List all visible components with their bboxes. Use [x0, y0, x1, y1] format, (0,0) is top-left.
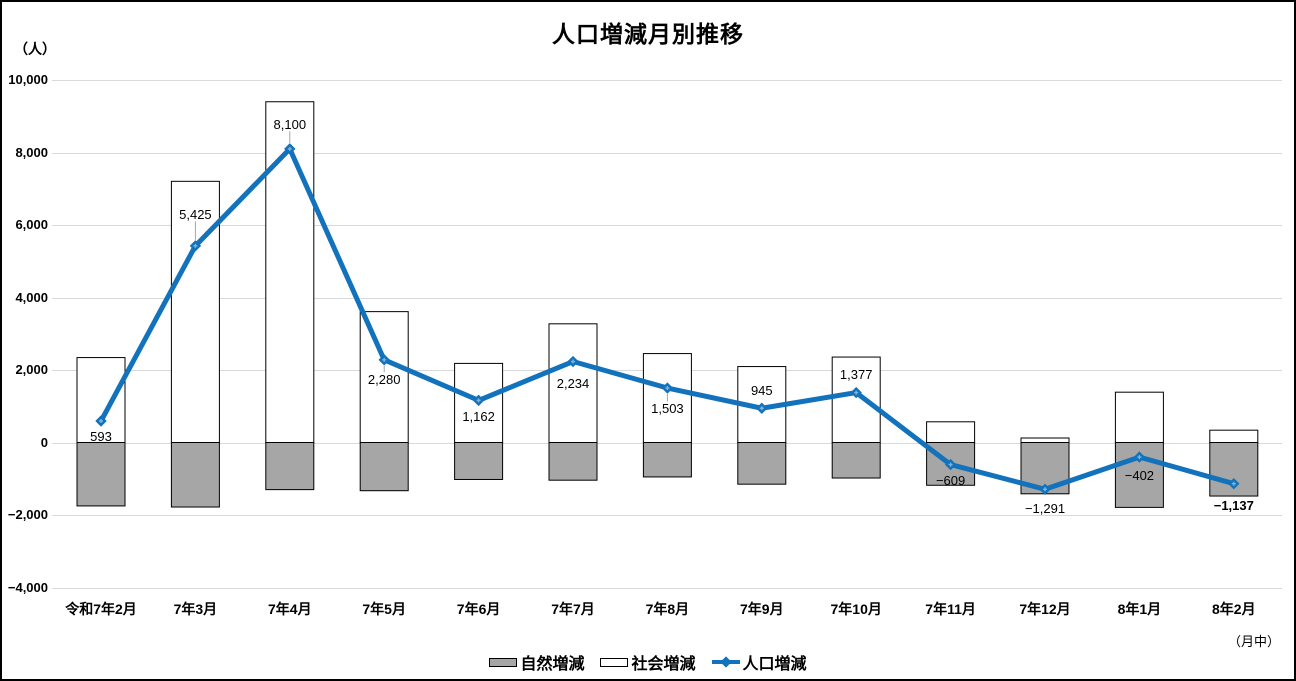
legend-line-marker-icon [711, 656, 740, 669]
x-axis-label: 7年4月 [268, 601, 312, 617]
legend-diamond-icon [719, 656, 732, 668]
bar-natural-change [737, 442, 787, 485]
data-label: 8,100 [273, 116, 307, 132]
bar-natural-change [831, 442, 881, 479]
data-label: 1,162 [462, 409, 495, 425]
legend-swatch-natural [489, 657, 518, 667]
data-label: 593 [90, 429, 112, 444]
line-marker-cross-icon [476, 398, 481, 403]
bar-natural-change [76, 442, 126, 507]
y-axis-tick-label: 10,000 [8, 72, 48, 87]
data-label: 2,234 [556, 375, 590, 391]
gridline [52, 80, 1282, 81]
line-marker-cross-icon [948, 462, 953, 467]
bar-natural-change [548, 442, 598, 481]
x-axis-note: （月中） [1227, 634, 1280, 649]
legend-item-natural: 自然増減 [489, 650, 584, 674]
bar-social-change [548, 323, 598, 444]
y-axis-tick-label: −4,000 [7, 579, 48, 595]
line-marker-cross-icon [1231, 481, 1236, 486]
line-marker-cross-icon [287, 146, 292, 151]
data-label: −609 [935, 472, 966, 488]
legend-item-social: 社会増減 [600, 650, 696, 674]
y-axis-tick-label: 2,000 [15, 362, 48, 377]
bar-social-change [1209, 429, 1259, 443]
gridline [52, 297, 1282, 299]
bar-social-change [1114, 391, 1164, 443]
x-axis-label: 7年3月 [173, 601, 218, 617]
bar-social-change [359, 311, 409, 444]
line-marker-cross-icon [1137, 455, 1142, 460]
line-marker-cross-icon [193, 243, 198, 248]
data-label: 1,377 [839, 366, 873, 382]
bar-social-change [1020, 437, 1070, 444]
legend-swatch-social [600, 657, 629, 667]
x-axis-label: 7年5月 [362, 601, 406, 617]
bar-social-change [926, 421, 976, 443]
bar-social-change [265, 101, 315, 443]
y-axis-tick-label: 8,000 [15, 144, 48, 160]
bar-social-change [831, 356, 881, 443]
x-axis-label: 7年12月 [1019, 601, 1071, 617]
bar-natural-change [265, 442, 315, 491]
bar-natural-change [359, 442, 409, 492]
data-label: 945 [750, 383, 773, 399]
line-marker-cross-icon [665, 386, 670, 391]
y-axis-tick-label: 4,000 [15, 289, 48, 305]
data-label: 2,280 [367, 371, 401, 387]
line-marker-cross-icon [99, 419, 103, 424]
legend-label-natural: 自然増減 [520, 656, 585, 673]
x-axis-label: 7年10月 [830, 601, 882, 617]
x-axis-label: 令和7年2月 [65, 601, 137, 617]
line-marker-cross-icon [1043, 487, 1047, 492]
x-axis-label: 7年7月 [551, 601, 595, 617]
gridline [52, 152, 1282, 154]
legend-label-social: 社会増減 [631, 656, 696, 673]
y-axis-tick-label: 0 [40, 434, 48, 450]
gridline [52, 587, 1282, 589]
bar-natural-change [170, 442, 220, 508]
x-axis-label: 8年1月 [1117, 601, 1162, 617]
legend: 自然増減 社会増減 人口増減 [2, 650, 1294, 674]
gridline [52, 515, 1282, 516]
data-label: −1,291 [1024, 501, 1066, 517]
y-axis-tick-label: 6,000 [15, 217, 48, 232]
x-axis-label: 7年8月 [645, 601, 690, 617]
data-label: 1,503 [651, 401, 684, 417]
bar-social-change [76, 357, 126, 443]
y-axis-unit-label: （人） [14, 41, 56, 57]
data-label: −1,137 [1213, 497, 1254, 513]
x-axis-label: 7年9月 [740, 601, 784, 617]
legend-item-total: 人口増減 [711, 650, 807, 674]
data-label: 5,425 [179, 206, 212, 222]
legend-label-total: 人口増減 [742, 656, 807, 673]
bar-natural-change [454, 442, 504, 480]
data-label: −402 [1124, 468, 1155, 484]
line-marker-cross-icon [382, 357, 387, 362]
line-marker-cross-icon [571, 359, 575, 364]
line-marker-cross-icon [854, 390, 859, 395]
x-axis-label: 8年2月 [1212, 601, 1256, 617]
bar-natural-change [642, 442, 692, 478]
line-marker-cross-icon [759, 406, 764, 411]
x-axis-label: 7年11月 [925, 601, 976, 617]
y-axis-tick-label: −2,000 [7, 507, 48, 522]
chart-title: 人口増減月別推移 [552, 21, 744, 47]
x-axis-label: 7年6月 [456, 601, 501, 617]
gridline [52, 225, 1282, 226]
